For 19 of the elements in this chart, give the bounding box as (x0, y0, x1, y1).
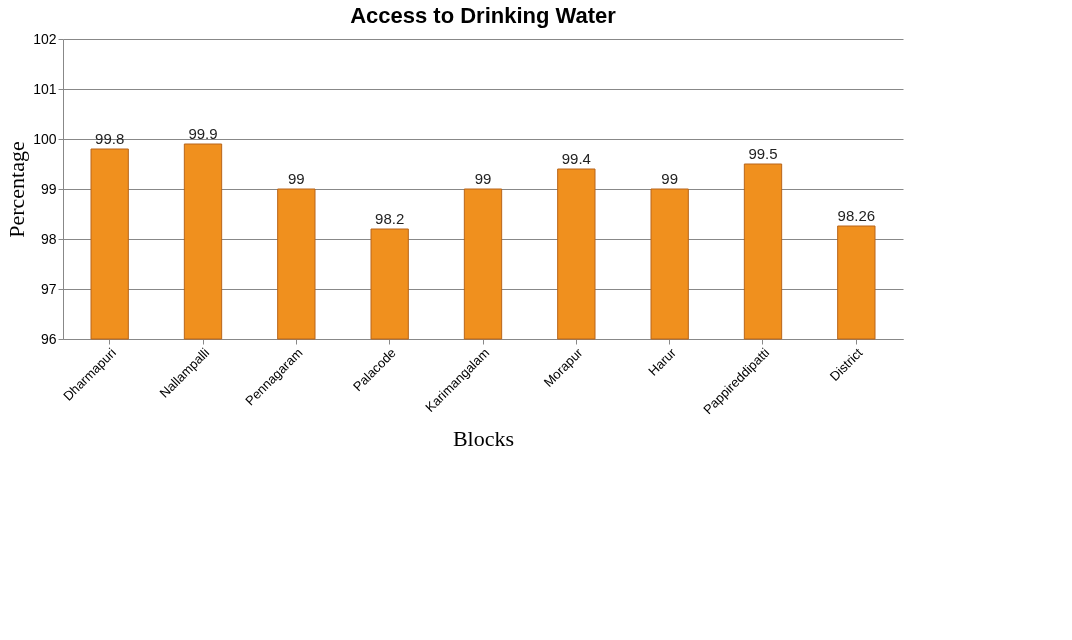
data-label: 99 (661, 170, 679, 187)
y-tick-label: 99 (40, 180, 57, 197)
data-label: 99 (287, 170, 305, 187)
y-tick-label: 98 (40, 230, 57, 247)
y-tick-label: 96 (40, 330, 57, 347)
y-tick-label: 97 (40, 280, 57, 297)
data-label: 99.4 (561, 150, 591, 167)
chart-title: Access to Drinking Water (350, 3, 617, 28)
x-axis-title: Blocks (452, 426, 515, 452)
data-label: 99.8 (95, 130, 125, 147)
data-label: 99 (474, 170, 492, 187)
data-label: 99.9 (188, 125, 218, 142)
data-label: 99.5 (748, 145, 778, 162)
data-label: 98.2 (375, 210, 405, 227)
y-axis-title: Percentage (4, 141, 30, 238)
y-tick-label: 101 (33, 80, 57, 97)
y-tick-label: 100 (33, 130, 57, 147)
data-label: 98.26 (837, 207, 876, 224)
y-tick-label: 102 (33, 30, 57, 47)
